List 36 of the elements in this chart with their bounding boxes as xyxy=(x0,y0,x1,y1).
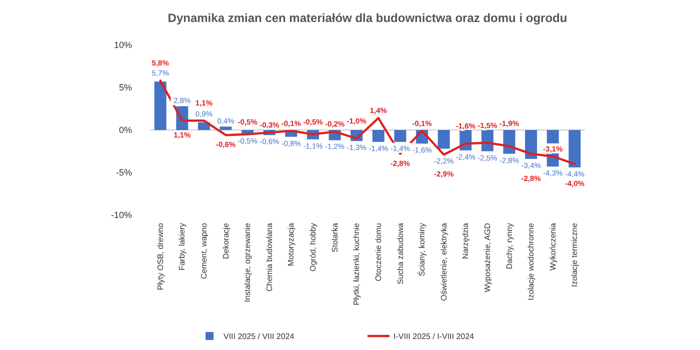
x-tick-label: Wyposażenie, AGD xyxy=(482,222,492,292)
x-tick-label: Sucha zabudowa xyxy=(396,222,405,284)
bar xyxy=(372,130,384,142)
x-tick-label: Ściany, kominy xyxy=(416,223,427,276)
x-tick-label: Stolarka xyxy=(330,222,340,252)
x-tick-label: Instalacje, ogrzewanie xyxy=(243,222,252,302)
bar xyxy=(525,130,538,159)
x-tick-label: Izolacje termiczne xyxy=(570,222,580,288)
bar xyxy=(568,130,581,168)
bar xyxy=(220,126,232,130)
legend-label: I-VIII 2025 / I-VIII 2024 xyxy=(394,332,475,341)
x-tick-label: Ogród, hobby xyxy=(308,223,318,272)
y-tick-label: -5% xyxy=(116,167,132,178)
y-tick-label: 5% xyxy=(118,82,132,92)
legend-label: VIII 2025 / VIII 2024 xyxy=(224,332,295,341)
bar xyxy=(481,130,494,152)
chart-title: Dynamika zmian cen materiałów dla budownictwa oraz domu i ogrodu xyxy=(168,11,568,25)
y-tick-label: 10% xyxy=(114,40,132,50)
x-tick-label: Motoryzacja xyxy=(286,222,296,266)
x-tick-label: Narzędzia xyxy=(461,222,470,260)
x-tick-label: Płyty OSB, drewno xyxy=(156,222,165,290)
x-tick-label: Oświetlenie, elektryka xyxy=(439,222,448,301)
x-tick-label: Wykończenia xyxy=(548,222,558,271)
x-tick-label: Dekoracje xyxy=(221,222,230,260)
bar xyxy=(154,82,166,130)
bar xyxy=(394,130,406,142)
x-tick-label: Dachy, rynny xyxy=(504,223,514,270)
y-tick-label: -10% xyxy=(110,210,132,220)
x-tick-label: Cement, wapno xyxy=(200,222,209,280)
bar xyxy=(438,130,450,149)
x-tick-label: Izolacje wodochronne xyxy=(526,222,536,300)
y-tick-label: 0% xyxy=(118,124,132,135)
x-tick-label: Farby, lakiery xyxy=(178,223,187,270)
x-tick-label: Chemia budowlana xyxy=(264,222,274,292)
x-tick-label: Płytki, łazienki, kuchnie xyxy=(352,222,362,306)
x-tick-label: Otoczenie domu xyxy=(374,223,383,282)
